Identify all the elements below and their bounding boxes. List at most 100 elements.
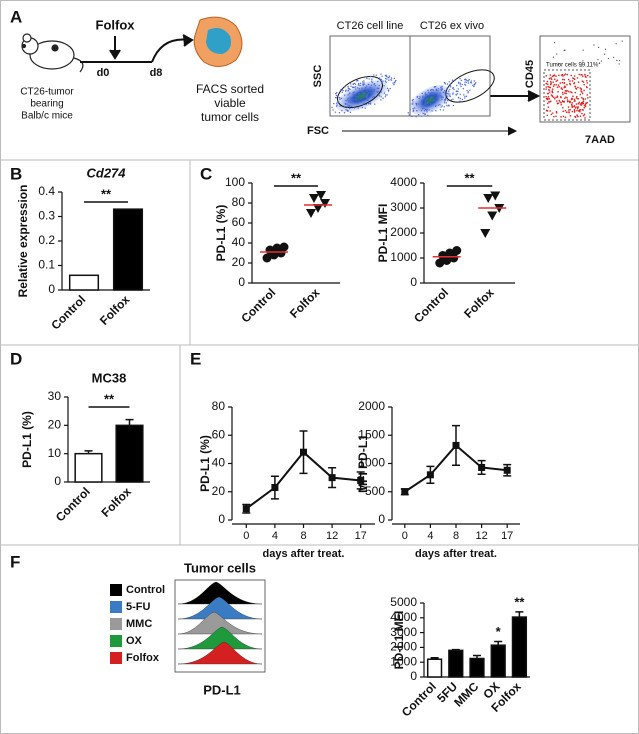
- x-tick-label: Control: [238, 285, 278, 325]
- flow-dot: [343, 105, 346, 108]
- flow-dot: [580, 103, 583, 105]
- flow-dot: [439, 103, 441, 106]
- flow-dot: [366, 77, 368, 80]
- flow-dot: [548, 86, 551, 89]
- flow-dot: [412, 98, 414, 101]
- flow-dot: [424, 102, 427, 104]
- flow-dot: [349, 97, 351, 100]
- y-tick-label: 4000: [390, 610, 417, 624]
- flow-dot: [363, 82, 365, 84]
- flow-dot: [565, 96, 567, 98]
- flow-dot: [559, 95, 562, 98]
- flow-dot: [354, 83, 357, 85]
- flow-dot: [582, 75, 584, 78]
- flow-dot: [384, 80, 387, 82]
- flow-dot: [455, 94, 458, 96]
- flow-dot: [442, 96, 444, 98]
- y-axis-label: PD-L1 (%): [20, 411, 34, 468]
- flow-dot: [348, 100, 350, 102]
- flow-dot: [565, 92, 568, 95]
- flow-dot: [576, 95, 578, 98]
- histogram-curve: [177, 641, 263, 665]
- data-point: [452, 441, 460, 449]
- flow-dot: [577, 106, 580, 108]
- data-point: [435, 258, 445, 268]
- flow-dot: [437, 90, 439, 92]
- flow-dot: [576, 114, 578, 117]
- data-point: [503, 466, 511, 474]
- flow-dot: [448, 104, 450, 106]
- flow-dot: [370, 89, 373, 92]
- flow-dot: [556, 53, 558, 55]
- flow-dot: [425, 104, 427, 106]
- flow-dot: [380, 78, 382, 81]
- flow-title: CT26 ex vivo: [420, 20, 484, 32]
- flow-dot: [374, 103, 376, 105]
- y-tick-label: 2000: [390, 640, 417, 654]
- flow-dot: [412, 107, 414, 110]
- flow-dot: [584, 117, 586, 119]
- flow-dot: [335, 102, 338, 104]
- y-tick-label: 1000: [390, 250, 417, 264]
- flow-dot: [334, 97, 337, 99]
- flow-dot: [615, 43, 617, 45]
- axis-label: CD45: [524, 60, 536, 88]
- flow-dot: [382, 80, 384, 82]
- flow-dot: [565, 111, 568, 113]
- flow-dot: [597, 59, 599, 61]
- flow-dot: [568, 100, 571, 103]
- flow-dot: [574, 85, 577, 88]
- x-tick-label: Control: [48, 292, 88, 332]
- flow-dot: [347, 85, 349, 88]
- flow-dot: [376, 87, 379, 89]
- x-tick-label: 0: [243, 530, 249, 542]
- flow-dot: [347, 90, 349, 92]
- flow-dot: [578, 101, 581, 104]
- sorted-label: tumor cells: [201, 110, 259, 124]
- flow-dot: [368, 78, 370, 80]
- flow-dot: [558, 74, 560, 77]
- flow-dot: [445, 97, 447, 99]
- bar: [426, 658, 443, 678]
- flow-dot: [548, 88, 550, 91]
- flow-dot: [338, 112, 341, 114]
- flow-dot: [464, 95, 466, 98]
- flow-dot: [584, 75, 587, 78]
- flow-dot: [345, 99, 347, 102]
- flow-dot: [582, 60, 584, 62]
- flow-dot: [435, 88, 438, 91]
- axis-label: 7AAD: [585, 134, 615, 146]
- flow-dot: [577, 102, 580, 105]
- flow-dot: [446, 83, 449, 85]
- flow-dot: [577, 115, 579, 118]
- flow-dot: [569, 83, 572, 86]
- flow-dot: [459, 100, 461, 102]
- x-axis-label: days after treat.: [263, 548, 345, 560]
- flow-dot: [573, 75, 576, 77]
- flow-dot: [586, 86, 588, 89]
- flow-dot: [552, 85, 555, 88]
- flow-dot: [337, 101, 339, 104]
- y-tick-label: 40: [212, 456, 226, 470]
- flow-dot: [452, 98, 454, 100]
- y-tick-label: 100: [225, 175, 245, 189]
- flow-dot: [377, 90, 380, 92]
- flow-dot: [349, 107, 351, 110]
- flow-dot: [443, 91, 445, 93]
- flow-dot: [335, 91, 338, 94]
- flow-dot: [365, 103, 367, 106]
- flow-dot: [411, 115, 413, 118]
- flow-dot: [393, 77, 396, 80]
- flow-dot: [365, 97, 368, 99]
- flow-dot: [585, 102, 588, 105]
- flow-dot: [407, 112, 410, 114]
- x-tick-label: Folfox: [97, 292, 133, 328]
- flow-dot: [362, 91, 364, 93]
- flow-dot: [441, 88, 443, 90]
- x-tick-label: 0: [402, 530, 408, 542]
- flow-dot: [339, 97, 341, 99]
- x-tick-label: 12: [326, 530, 338, 542]
- y-tick-label: 20: [232, 255, 246, 269]
- flow-dot: [464, 97, 466, 99]
- flow-dot: [367, 88, 370, 91]
